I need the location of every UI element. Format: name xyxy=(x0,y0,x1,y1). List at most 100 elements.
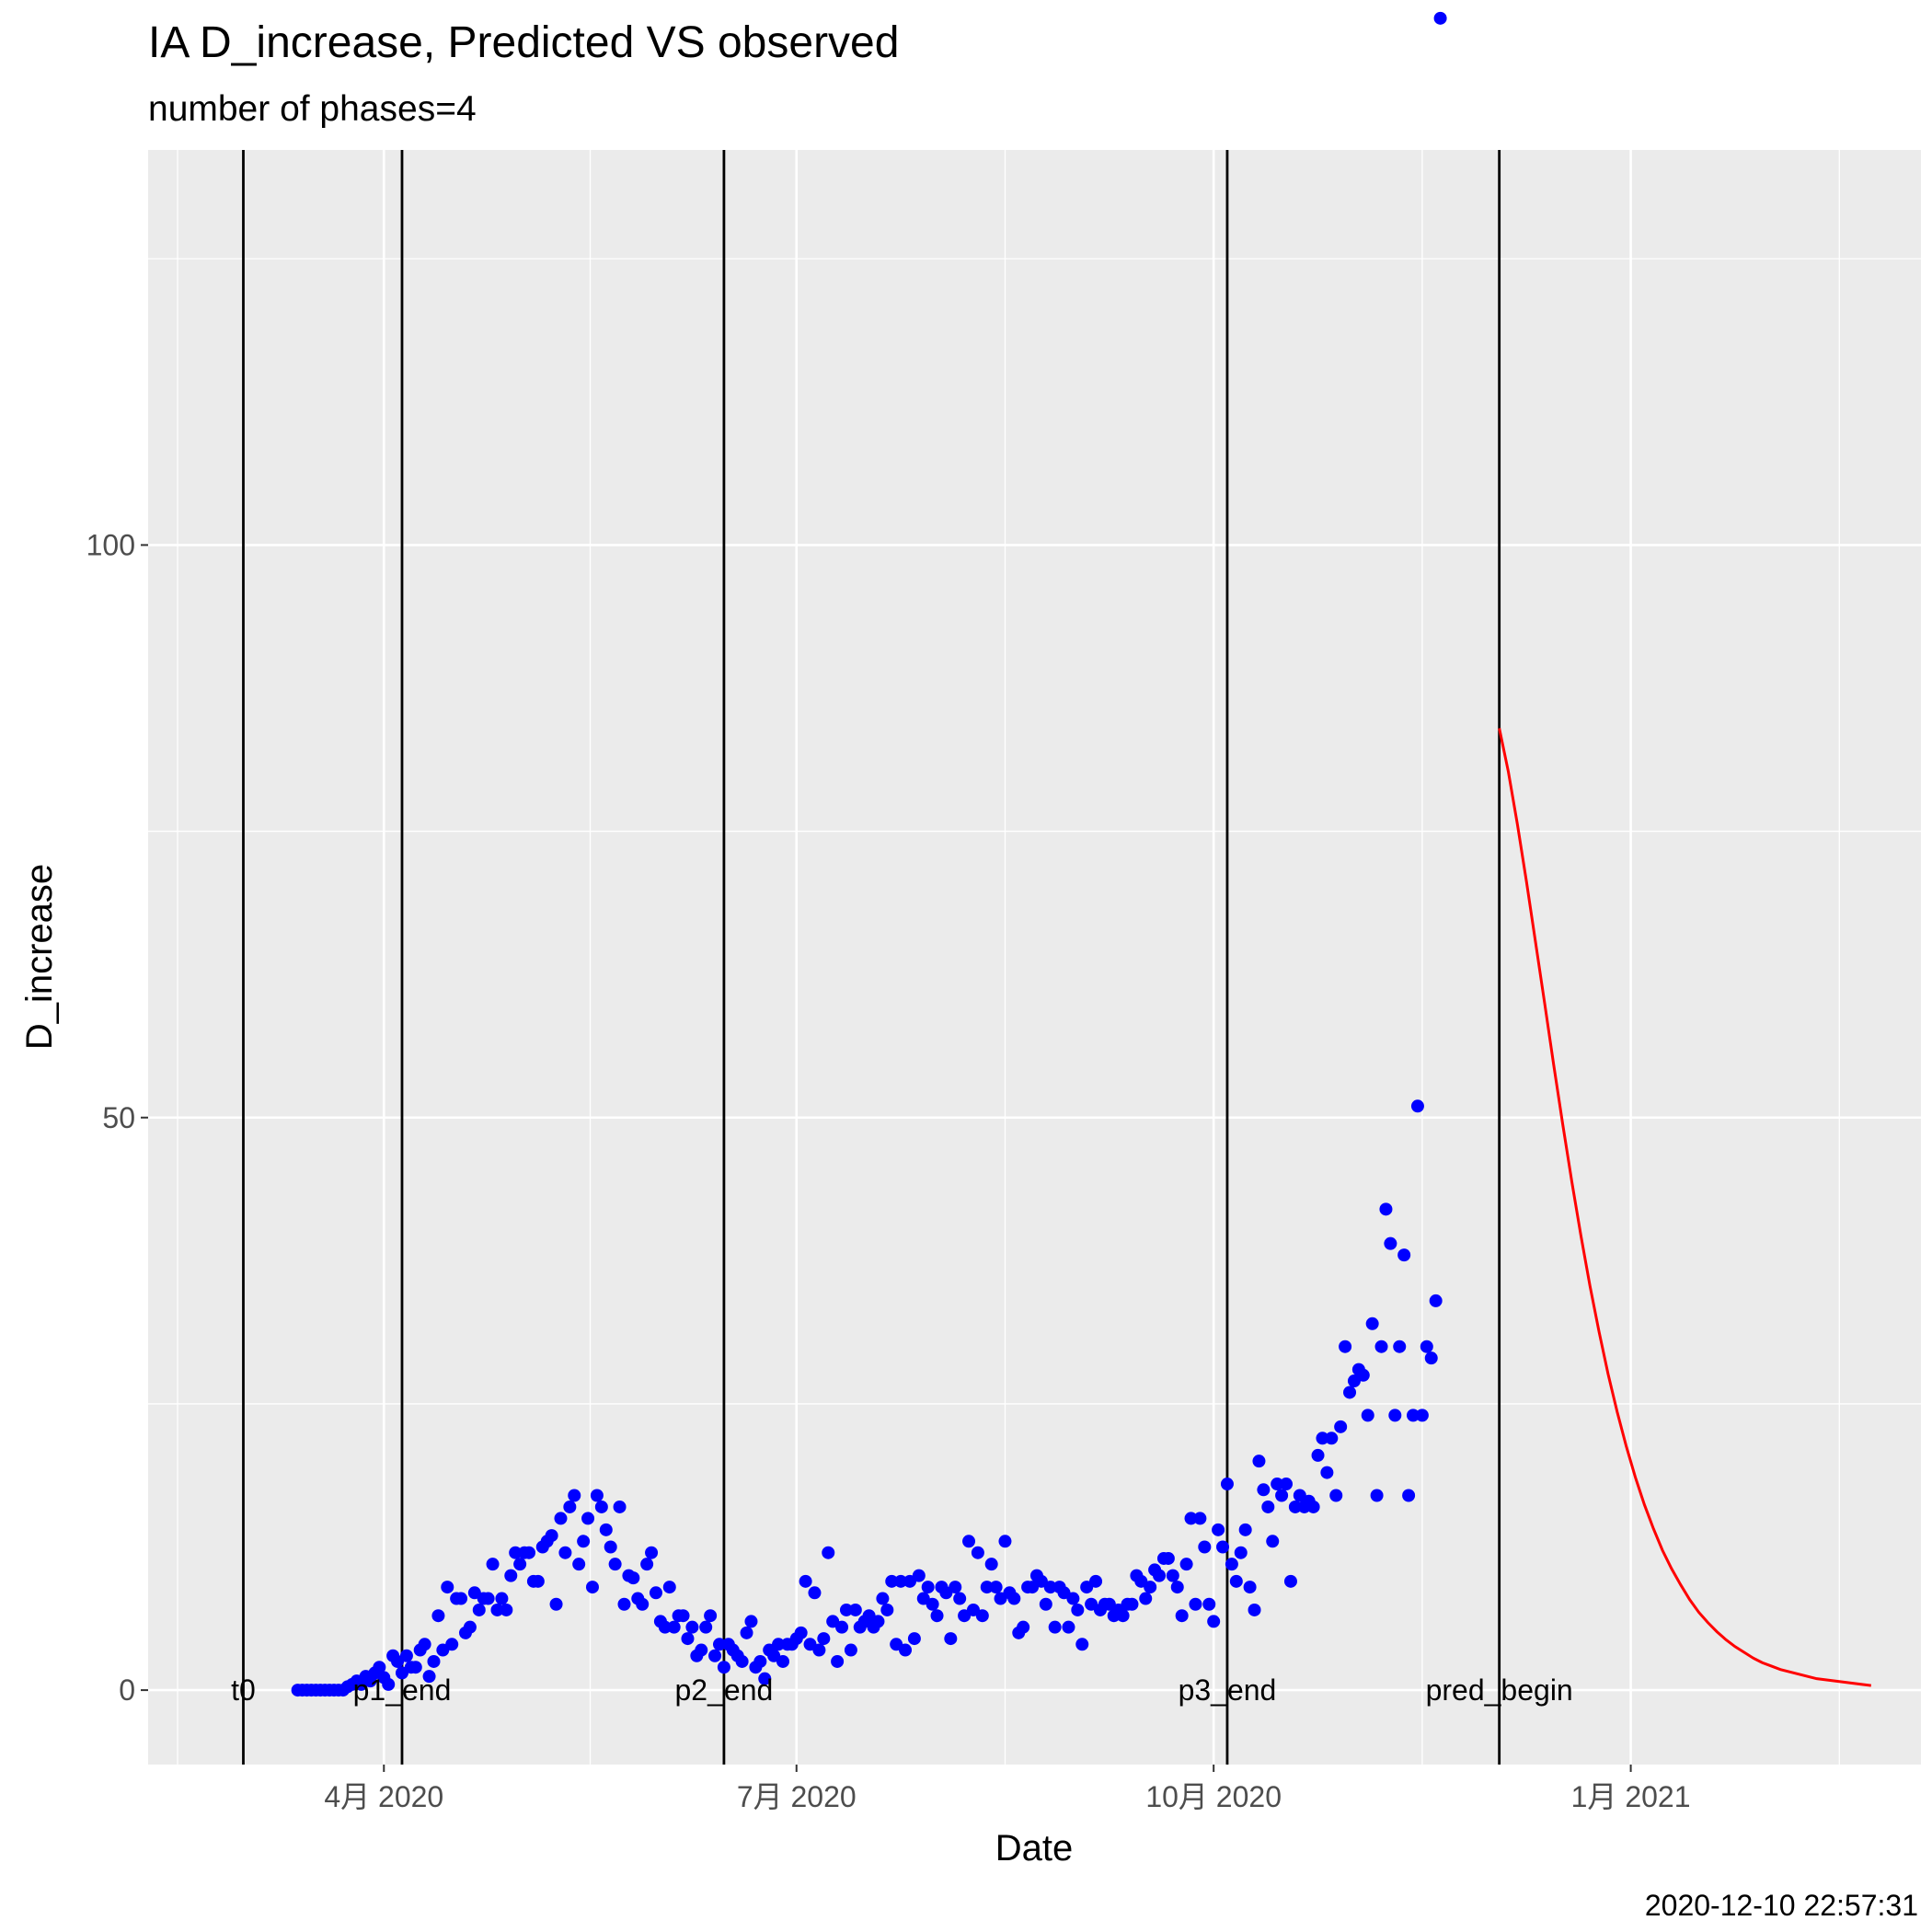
observed-point xyxy=(681,1632,695,1646)
x-tick-label: 1月 2021 xyxy=(1571,1780,1691,1813)
observed-point xyxy=(753,1654,767,1668)
observed-point xyxy=(1329,1489,1343,1502)
observed-point xyxy=(545,1529,558,1543)
observed-point xyxy=(599,1523,613,1536)
observed-point xyxy=(1017,1620,1030,1634)
observed-point xyxy=(1153,1569,1167,1582)
observed-point xyxy=(708,1649,722,1662)
observed-point xyxy=(1288,1500,1302,1513)
observed-point xyxy=(408,1661,422,1674)
grid-minor xyxy=(148,150,1921,1765)
grid-major xyxy=(148,150,1921,1765)
observed-point xyxy=(799,1574,812,1588)
observed-point xyxy=(907,1632,921,1646)
phase-label: p3_end xyxy=(1179,1673,1277,1707)
observed-point xyxy=(608,1558,622,1571)
observed-point xyxy=(699,1620,713,1634)
x-tick-label: 7月 2020 xyxy=(737,1780,857,1813)
observed-point xyxy=(1343,1386,1357,1399)
phase-label: p2_end xyxy=(675,1673,774,1707)
observed-point xyxy=(1198,1540,1212,1554)
observed-point xyxy=(1066,1592,1080,1605)
observed-point xyxy=(1207,1615,1221,1628)
observed-point xyxy=(454,1592,468,1605)
observed-point xyxy=(944,1632,958,1646)
observed-point xyxy=(1433,11,1447,25)
observed-point xyxy=(1048,1620,1062,1634)
observed-point xyxy=(418,1638,431,1651)
observed-point xyxy=(848,1603,862,1616)
observed-point xyxy=(1379,1202,1393,1216)
observed-point xyxy=(1125,1597,1139,1611)
observed-point xyxy=(912,1569,926,1582)
y-tick-label: 0 xyxy=(119,1673,135,1707)
footer-timestamp: 2020-12-10 22:57:31 xyxy=(1645,1889,1918,1922)
y-axis-title: D_increase xyxy=(19,864,60,1050)
observed-point xyxy=(667,1620,681,1634)
observed-point xyxy=(1062,1620,1075,1634)
observed-point xyxy=(1189,1597,1202,1611)
observed-point xyxy=(844,1643,857,1657)
observed-point xyxy=(1306,1500,1320,1513)
observed-point xyxy=(636,1597,650,1611)
predicted-series xyxy=(1498,728,1871,1687)
observed-point xyxy=(577,1535,591,1548)
observed-point xyxy=(604,1540,617,1554)
observed-point xyxy=(880,1603,894,1616)
observed-point xyxy=(1415,1409,1429,1422)
observed-point xyxy=(1361,1409,1374,1422)
observed-point xyxy=(975,1609,989,1623)
observed-point xyxy=(1216,1540,1230,1554)
observed-point xyxy=(1266,1535,1280,1548)
observed-point xyxy=(808,1586,822,1600)
observed-point xyxy=(495,1592,509,1605)
observed-point xyxy=(921,1581,935,1594)
observed-point xyxy=(899,1643,913,1657)
observed-point xyxy=(509,1546,523,1559)
observed-point xyxy=(1397,1248,1411,1262)
plot-panel xyxy=(148,150,1921,1765)
observed-point xyxy=(712,1638,726,1651)
observed-point xyxy=(1220,1478,1234,1491)
observed-point xyxy=(1420,1340,1433,1353)
observed-point xyxy=(1071,1603,1085,1616)
phase-label: p1_end xyxy=(353,1673,452,1707)
observed-point xyxy=(1339,1340,1352,1353)
observed-point xyxy=(695,1643,708,1657)
observed-point xyxy=(1429,1294,1443,1307)
observed-point xyxy=(1388,1409,1402,1422)
observed-point xyxy=(676,1609,690,1623)
observed-point xyxy=(490,1603,504,1616)
observed-point xyxy=(1424,1351,1438,1365)
observed-point xyxy=(998,1535,1012,1548)
observed-point xyxy=(1043,1581,1057,1594)
phase-label: t0 xyxy=(231,1673,256,1707)
observed-point xyxy=(431,1609,445,1623)
observed-point xyxy=(427,1654,441,1668)
observed-point xyxy=(817,1632,831,1646)
observed-point xyxy=(735,1654,749,1668)
observed-point xyxy=(971,1546,984,1559)
observed-point xyxy=(1410,1099,1424,1113)
observed-point xyxy=(989,1581,1003,1594)
observed-point xyxy=(984,1558,998,1571)
observed-point xyxy=(1202,1597,1216,1611)
observed-point xyxy=(558,1546,572,1559)
observed-point xyxy=(835,1620,849,1634)
observed-point xyxy=(513,1558,527,1571)
phase-label: pred_begin xyxy=(1426,1673,1573,1707)
observed-point xyxy=(1075,1638,1089,1651)
observed-point xyxy=(1243,1581,1257,1594)
observed-point xyxy=(1370,1489,1384,1502)
observed-point xyxy=(885,1574,899,1588)
observed-point xyxy=(1139,1592,1153,1605)
observed-point xyxy=(382,1677,396,1691)
observed-point xyxy=(500,1603,513,1616)
predicted-line xyxy=(1498,728,1871,1687)
observed-point xyxy=(1374,1340,1388,1353)
observed-point xyxy=(658,1620,672,1634)
phase-labels: t0 p1_end p2_end p3_end pred_begin xyxy=(231,1673,1573,1707)
observed-point xyxy=(531,1574,545,1588)
observed-point xyxy=(1384,1236,1397,1250)
observed-point xyxy=(549,1597,563,1611)
